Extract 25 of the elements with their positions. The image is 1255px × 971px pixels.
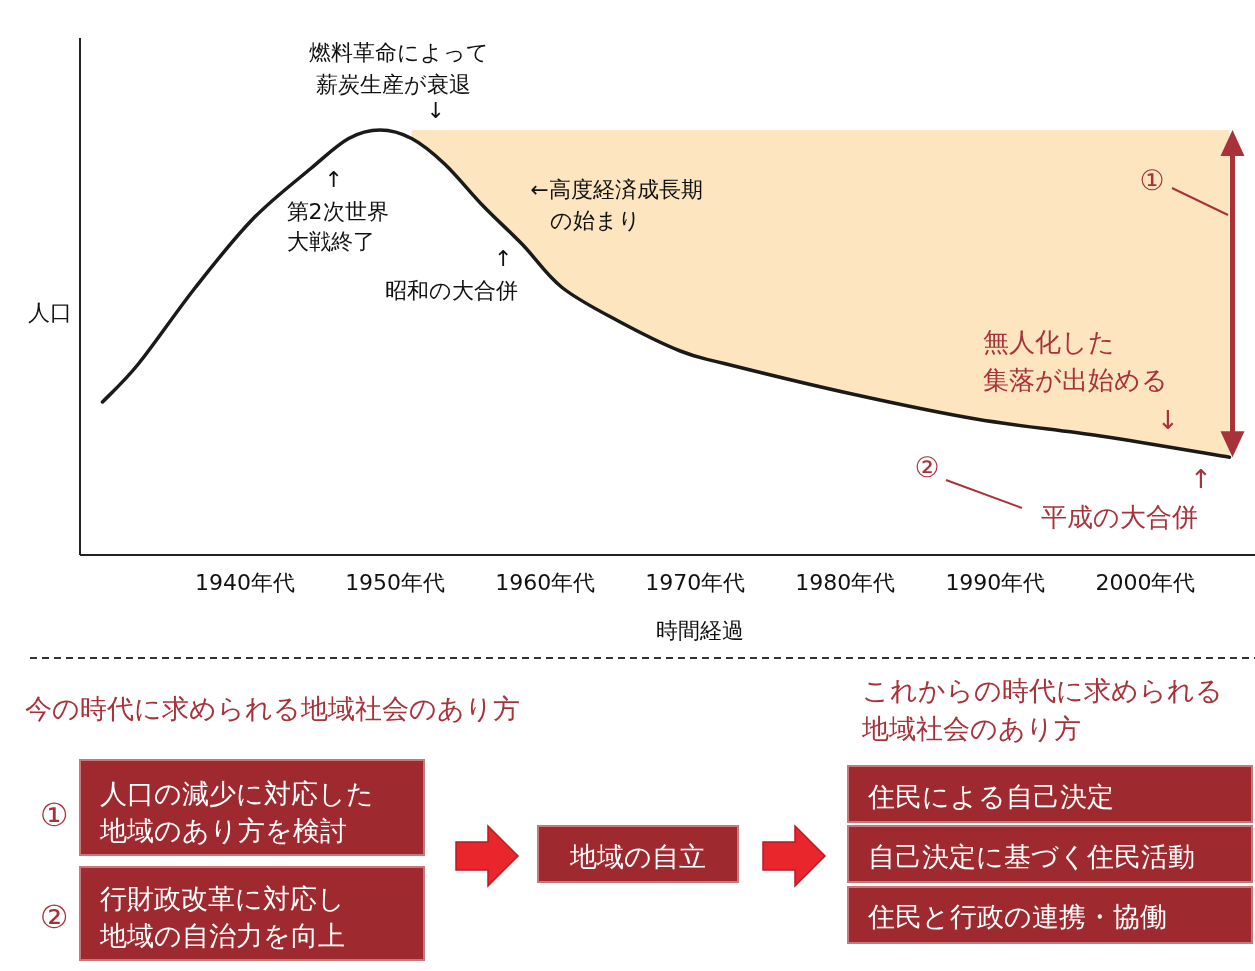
text: 地域の自立 <box>569 841 706 872</box>
annotation: ←高度経済成長期の始まり <box>530 176 703 233</box>
annotation: ↑平成の大合併 <box>1040 464 1212 532</box>
x-axis-title: 時間経過 <box>656 618 744 643</box>
y-axis-title: 人口 <box>28 300 72 325</box>
annotation: 無人化した集落が出始める↓ <box>982 326 1179 435</box>
x-tick-label: 1970年代 <box>645 570 746 595</box>
text: ① <box>39 796 69 834</box>
text: 行財政改革に対応し地域の自治力を向上 <box>99 883 345 951</box>
text: ② <box>39 898 69 936</box>
annotation: ② <box>914 451 940 484</box>
annotation: 燃料革命によって薪炭生産が衰退↓ <box>308 40 489 123</box>
text: 自己決定に基づく住民活動 <box>868 841 1195 872</box>
x-tick-label: 1950年代 <box>345 570 446 595</box>
text: 住民による自己決定 <box>867 781 1114 812</box>
x-tick-label: 1990年代 <box>945 570 1046 595</box>
x-tick-label: 1960年代 <box>495 570 596 595</box>
text: これからの時代に求められる地域社会のあり方 <box>861 675 1223 744</box>
x-tick-label: 2000年代 <box>1095 570 1196 595</box>
annotation: ① <box>1139 164 1165 197</box>
x-tick-label: 1940年代 <box>195 570 296 595</box>
text: 人口の減少に対応した地域のあり方を検討 <box>99 778 374 846</box>
x-tick-label: 1980年代 <box>795 570 896 595</box>
text: 今の時代に求められる地域社会のあり方 <box>25 693 520 724</box>
text: 住民と行政の連携・協働 <box>867 901 1167 932</box>
